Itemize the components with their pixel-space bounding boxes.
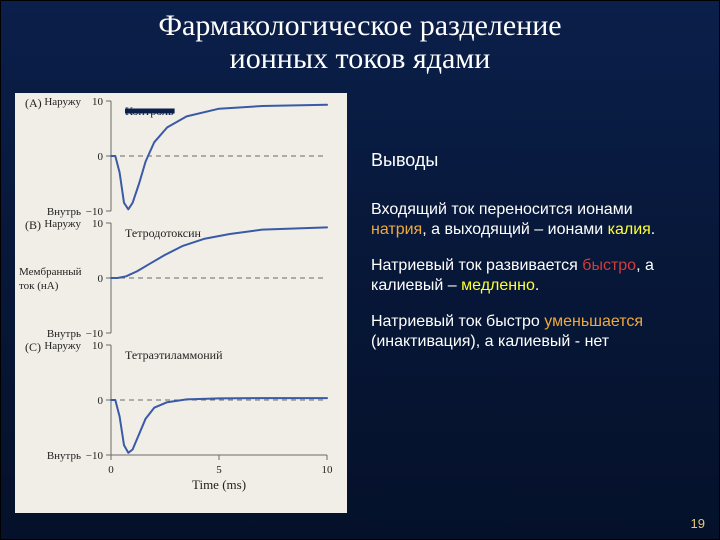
svg-text:(B): (B) [25, 218, 41, 232]
conclusions-header: Выводы [371, 149, 691, 172]
svg-text:10: 10 [322, 464, 334, 476]
svg-text:Наружу: Наружу [44, 340, 81, 352]
svg-text:(A): (A) [25, 96, 42, 110]
svg-text:Наружу: Наружу [44, 96, 81, 108]
svg-text:0: 0 [98, 151, 104, 163]
text-span: Натриевый ток быстро [371, 313, 544, 330]
svg-text:(C): (C) [25, 340, 41, 354]
svg-text:Внутрь: Внутрь [47, 328, 81, 340]
text-span: . [535, 277, 539, 294]
slide-body: 100−10НаружуВнутрь(A)Контроль100−10Наруж… [1, 89, 719, 539]
text-span: уменьшается [544, 313, 643, 330]
conclusion-item: Входящий ток переносится ионами натрия, … [371, 200, 691, 240]
svg-text:0: 0 [98, 273, 104, 285]
svg-text:Наружу: Наружу [44, 218, 81, 230]
slide-number: 19 [691, 516, 705, 531]
slide: Фармакологическое разделение ионных токо… [0, 0, 720, 540]
figure-svg: 100−10НаружуВнутрь(A)Контроль100−10Наруж… [15, 93, 347, 513]
text-span: калия [608, 221, 651, 238]
text-span: . [651, 221, 655, 238]
text-span: Входящий ток переносится ионами [371, 201, 633, 218]
text-span: (инактивация), а калиевый - нет [371, 333, 609, 350]
svg-text:−10: −10 [86, 328, 104, 340]
svg-text:−10: −10 [86, 206, 104, 218]
svg-text:Тетродотоксин: Тетродотоксин [125, 226, 202, 240]
text-span: медленно [461, 277, 535, 294]
figure-container: 100−10НаружуВнутрь(A)Контроль100−10Наруж… [15, 93, 347, 513]
conclusion-item: Натриевый ток быстро уменьшается (инакти… [371, 312, 691, 352]
svg-text:Тетраэтиламмоний: Тетраэтиламмоний [125, 348, 223, 362]
svg-text:0: 0 [108, 464, 114, 476]
svg-text:−10: −10 [86, 450, 104, 462]
svg-text:0: 0 [98, 395, 104, 407]
svg-text:10: 10 [92, 218, 104, 230]
title-line-1: Фармакологическое разделение [21, 9, 699, 42]
slide-title: Фармакологическое разделение ионных токо… [1, 1, 719, 75]
svg-text:10: 10 [92, 340, 104, 352]
svg-text:Внутрь: Внутрь [47, 206, 81, 218]
text-span: натрия [371, 221, 422, 238]
title-line-2: ионных токов ядами [21, 42, 699, 75]
text-span: , а выходящий – ионами [422, 221, 607, 238]
text-span: Натриевый ток развивается [371, 257, 582, 274]
svg-text:Time (ms): Time (ms) [192, 477, 246, 492]
conclusions-column: Выводы Входящий ток переносится ионами н… [371, 149, 691, 368]
svg-text:Мембранный: Мембранный [19, 266, 82, 278]
svg-text:ток (нА): ток (нА) [19, 280, 59, 292]
svg-text:5: 5 [216, 464, 222, 476]
svg-text:10: 10 [92, 96, 104, 108]
svg-text:Внутрь: Внутрь [47, 450, 81, 462]
conclusion-item: Натриевый ток развивается быстро, а кали… [371, 256, 691, 296]
text-span: быстро [582, 257, 636, 274]
